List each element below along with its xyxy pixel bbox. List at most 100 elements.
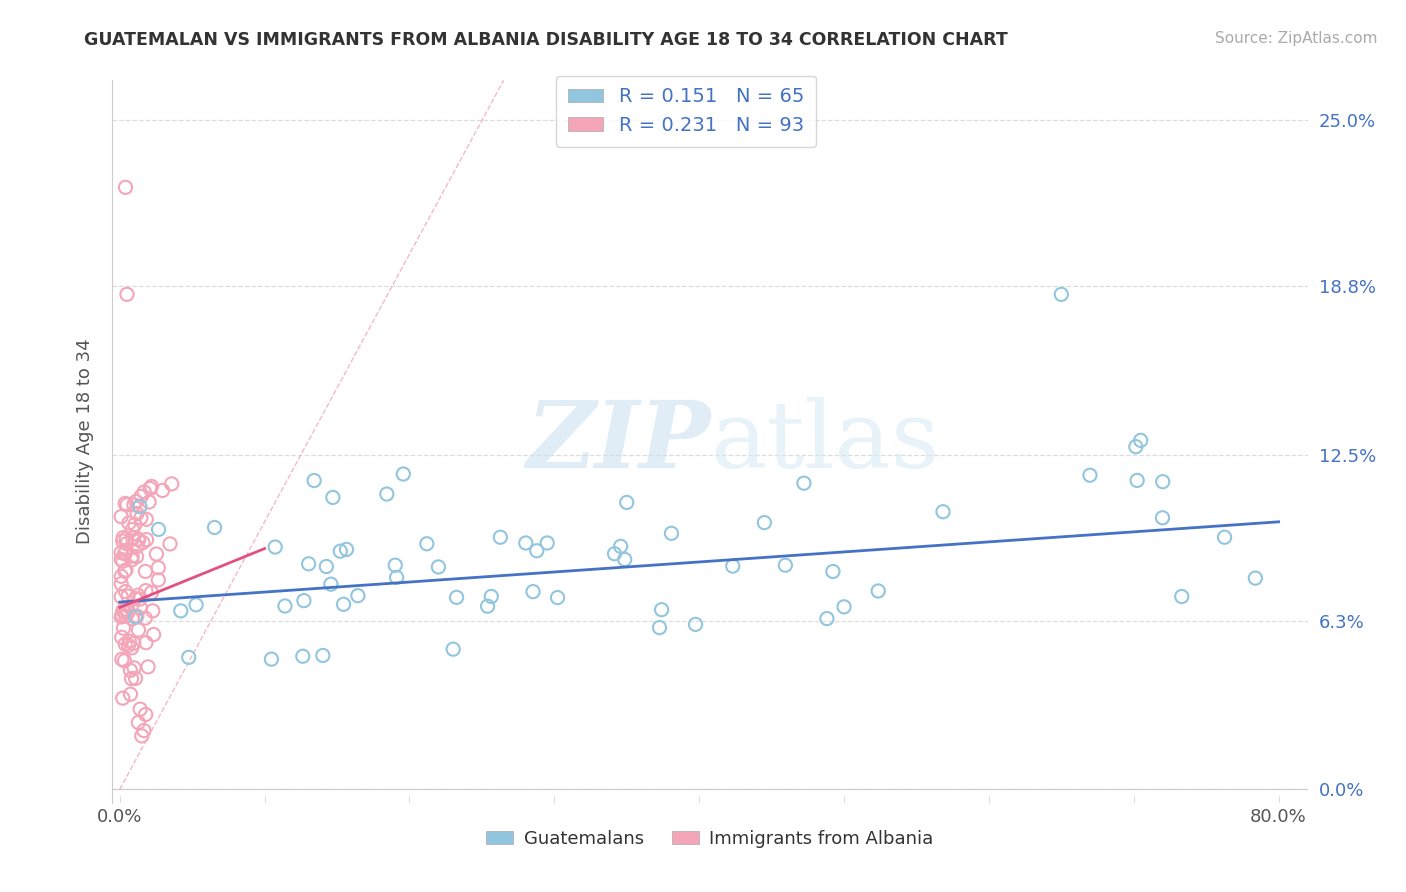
Point xyxy=(141,479,163,493)
Point xyxy=(111,607,134,622)
Point xyxy=(613,552,636,566)
Point xyxy=(721,559,744,574)
Point xyxy=(118,516,141,530)
Point xyxy=(616,495,638,509)
Point xyxy=(117,606,139,620)
Point xyxy=(115,498,138,512)
Point xyxy=(177,650,200,665)
Point xyxy=(522,584,544,599)
Point xyxy=(132,723,155,738)
Point xyxy=(115,287,138,301)
Point xyxy=(312,648,335,663)
Text: Source: ZipAtlas.com: Source: ZipAtlas.com xyxy=(1215,31,1378,46)
Point xyxy=(114,606,136,620)
Text: atlas: atlas xyxy=(710,397,939,486)
Y-axis label: Disability Age 18 to 34: Disability Age 18 to 34 xyxy=(76,339,94,544)
Point xyxy=(868,584,890,599)
Point xyxy=(260,652,283,666)
Point xyxy=(138,495,160,509)
Point xyxy=(121,640,143,655)
Point xyxy=(115,543,138,558)
Point xyxy=(132,535,155,549)
Point xyxy=(125,549,148,564)
Point xyxy=(1244,571,1267,585)
Point xyxy=(114,546,136,560)
Point xyxy=(1125,440,1147,454)
Point xyxy=(1050,287,1073,301)
Point xyxy=(129,600,152,615)
Point xyxy=(547,591,569,605)
Point xyxy=(609,540,631,554)
Point xyxy=(291,649,314,664)
Point xyxy=(184,598,207,612)
Point xyxy=(125,494,148,508)
Point xyxy=(117,589,139,603)
Point xyxy=(131,729,153,743)
Point xyxy=(204,520,226,534)
Point xyxy=(114,654,136,668)
Point xyxy=(526,543,548,558)
Point xyxy=(302,474,325,488)
Point xyxy=(661,526,683,541)
Point xyxy=(832,599,855,614)
Point xyxy=(110,576,132,591)
Point xyxy=(489,530,512,544)
Point xyxy=(648,621,671,635)
Point xyxy=(114,180,136,194)
Point xyxy=(446,591,468,605)
Point xyxy=(118,634,141,648)
Point xyxy=(121,531,143,545)
Point xyxy=(124,517,146,532)
Point xyxy=(603,547,626,561)
Text: ZIP: ZIP xyxy=(526,397,710,486)
Point xyxy=(141,585,163,599)
Text: GUATEMALAN VS IMMIGRANTS FROM ALBANIA DISABILITY AGE 18 TO 34 CORRELATION CHART: GUATEMALAN VS IMMIGRANTS FROM ALBANIA DI… xyxy=(84,31,1008,49)
Point xyxy=(347,589,370,603)
Point xyxy=(115,536,138,550)
Point xyxy=(125,507,148,521)
Point xyxy=(384,558,406,573)
Point xyxy=(148,573,170,587)
Point xyxy=(121,523,143,537)
Point xyxy=(110,590,132,604)
Point xyxy=(114,547,136,561)
Point xyxy=(821,565,844,579)
Point xyxy=(117,638,139,652)
Point xyxy=(111,652,134,666)
Point xyxy=(121,553,143,567)
Point xyxy=(160,476,183,491)
Point xyxy=(651,602,673,616)
Point xyxy=(515,536,537,550)
Point xyxy=(135,707,157,722)
Point xyxy=(142,604,165,618)
Point xyxy=(815,611,838,625)
Point xyxy=(152,483,174,498)
Point xyxy=(139,482,162,496)
Point xyxy=(479,590,502,604)
Point xyxy=(441,642,464,657)
Point xyxy=(120,664,142,678)
Point xyxy=(322,491,344,505)
Point xyxy=(142,627,165,641)
Point xyxy=(148,522,170,536)
Point xyxy=(114,564,136,578)
Point xyxy=(1152,510,1174,524)
Point xyxy=(477,599,499,614)
Point xyxy=(1170,590,1192,604)
Point xyxy=(122,498,145,512)
Point xyxy=(159,537,181,551)
Point xyxy=(427,560,450,574)
Point xyxy=(136,660,159,674)
Point xyxy=(392,467,415,481)
Point xyxy=(335,542,357,557)
Point xyxy=(1152,475,1174,489)
Point xyxy=(111,534,134,549)
Point xyxy=(775,558,797,573)
Point xyxy=(754,516,776,530)
Point xyxy=(120,599,142,614)
Point xyxy=(329,544,352,558)
Point xyxy=(319,577,342,591)
Point xyxy=(134,485,156,500)
Point xyxy=(127,623,149,637)
Point xyxy=(115,532,138,546)
